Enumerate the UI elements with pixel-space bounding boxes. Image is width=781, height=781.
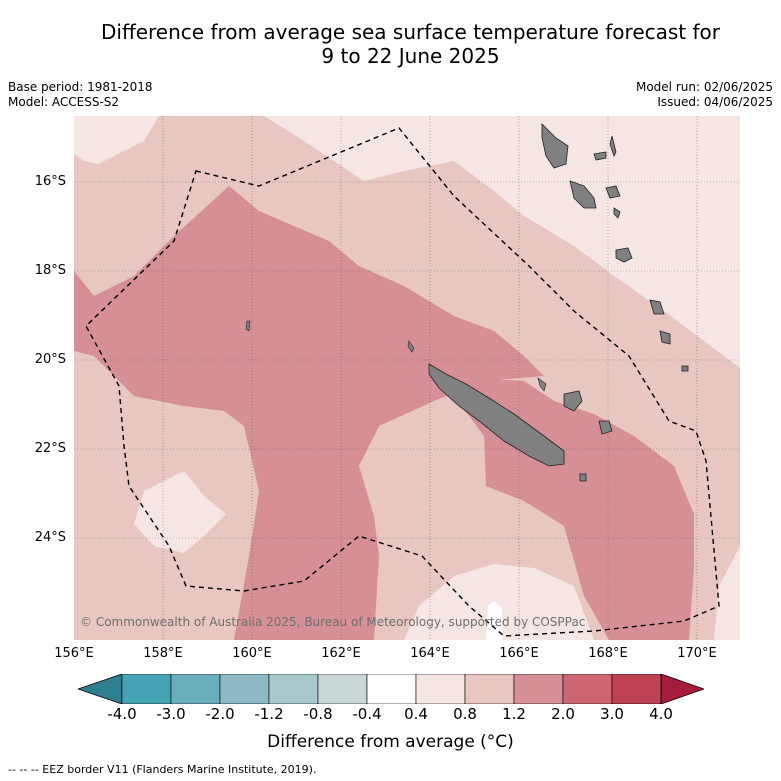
anomaly-zone-warm-west xyxy=(74,186,544,640)
land-aneityum xyxy=(681,365,689,372)
lon-label-166e: 166°E xyxy=(499,646,539,661)
colorbar-swatch xyxy=(415,674,466,704)
land-new-caledonia xyxy=(428,363,565,467)
colorbar-swatch xyxy=(170,674,221,704)
title-line-2: 9 to 22 June 2025 xyxy=(321,44,500,68)
lat-label-18s: 18°S xyxy=(34,263,66,278)
colorbar-swatch xyxy=(562,674,613,704)
anomaly-zone-light-topleft xyxy=(74,116,159,164)
issued-date: Issued: 04/06/2025 xyxy=(657,95,773,109)
anomaly-zone-white xyxy=(486,601,502,640)
colorbar-tick: -2.0 xyxy=(205,705,235,723)
lat-label-24s: 24°S xyxy=(34,530,66,545)
colorbar-swatch xyxy=(611,674,662,704)
lat-label-20s: 20°S xyxy=(34,352,66,367)
land-islet-1 xyxy=(407,340,415,353)
base-period: Base period: 1981-2018 xyxy=(8,80,153,94)
lat-label-22s: 22°S xyxy=(34,441,66,456)
meta-left: Base period: 1981-2018 Model: ACCESS-S2 xyxy=(8,80,153,110)
land-chesterfield xyxy=(245,320,251,332)
model-name: Model: ACCESS-S2 xyxy=(8,95,120,109)
anomaly-zone-light-northeast xyxy=(264,116,740,368)
land-epi xyxy=(613,207,621,219)
lon-label-160e: 160°E xyxy=(232,646,272,661)
land-islet-2 xyxy=(537,377,547,392)
lon-label-158e: 158°E xyxy=(143,646,183,661)
anomaly-zone-light-southwest xyxy=(134,471,226,553)
colorbar-swatch xyxy=(219,674,270,704)
colorbar-tick: -1.2 xyxy=(254,705,284,723)
land-malekula xyxy=(569,180,597,209)
colorbar-tick: 4.0 xyxy=(649,705,673,723)
anomaly-zone-light-southeast xyxy=(714,546,740,640)
colorbar xyxy=(78,674,704,704)
sst-anomaly-map xyxy=(74,116,740,640)
lon-label-164e: 164°E xyxy=(410,646,450,661)
land-mare xyxy=(598,420,613,435)
colorbar-swatch xyxy=(317,674,368,704)
land-walpole xyxy=(579,473,587,482)
colorbar-tick: 1.2 xyxy=(502,705,526,723)
lon-label-170e: 170°E xyxy=(677,646,717,661)
land-vanuatu-islet xyxy=(593,151,607,161)
copyright-notice: © Commonwealth of Australia 2025, Bureau… xyxy=(80,615,586,629)
colorbar-tick: 2.0 xyxy=(551,705,575,723)
colorbar-swatch xyxy=(268,674,319,704)
meta-right: Model run: 02/06/2025 Issued: 04/06/2025 xyxy=(636,80,773,110)
graticule xyxy=(74,116,740,640)
land-tanna xyxy=(659,330,671,345)
colorbar-tick: -0.8 xyxy=(303,705,333,723)
lon-label-162e: 162°E xyxy=(321,646,361,661)
land-maewo xyxy=(609,135,617,158)
colorbar-tick: 0.4 xyxy=(404,705,428,723)
title-line-1: Difference from average sea surface temp… xyxy=(100,20,720,44)
eez-legend: -- -- -- EEZ border V11 (Flanders Marine… xyxy=(8,763,317,776)
colorbar-swatch xyxy=(121,674,172,704)
colorbar-arrow-high xyxy=(660,674,704,704)
map-title: Difference from average sea surface temp… xyxy=(40,20,781,68)
lon-label-156e: 156°E xyxy=(54,646,94,661)
model-run: Model run: 02/06/2025 xyxy=(635,80,773,94)
land-lifou xyxy=(563,390,583,412)
colorbar-tick: 0.8 xyxy=(453,705,477,723)
colorbar-tick: -0.4 xyxy=(352,705,382,723)
colorbar-swatch xyxy=(513,674,564,704)
colorbar-arrow-low xyxy=(78,674,123,704)
eez-border xyxy=(85,127,720,637)
colorbar-swatch xyxy=(366,674,417,704)
anomaly-zone-light-south xyxy=(404,564,594,640)
land-espiritu-santo xyxy=(541,123,569,169)
colorbar-swatch xyxy=(464,674,515,704)
land-erromango xyxy=(649,299,665,315)
lat-label-16s: 16°S xyxy=(34,174,66,189)
land-ambrym xyxy=(605,185,621,199)
colorbar-label: Difference from average (°C) xyxy=(267,732,514,752)
land-efate xyxy=(615,247,633,263)
lon-label-168e: 168°E xyxy=(588,646,628,661)
colorbar-tick: 3.0 xyxy=(600,705,624,723)
colorbar-tick: -3.0 xyxy=(156,705,186,723)
colorbar-tick: -4.0 xyxy=(107,705,137,723)
